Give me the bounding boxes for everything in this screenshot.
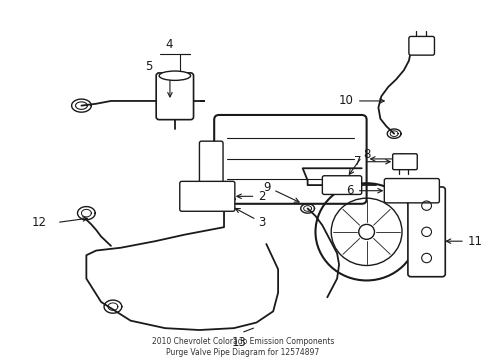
Text: 6: 6 bbox=[346, 184, 353, 197]
Text: 1: 1 bbox=[398, 152, 406, 165]
FancyBboxPatch shape bbox=[407, 187, 445, 277]
FancyBboxPatch shape bbox=[156, 73, 193, 120]
Text: 3: 3 bbox=[258, 216, 265, 229]
Text: 7: 7 bbox=[353, 155, 361, 168]
FancyBboxPatch shape bbox=[322, 176, 361, 194]
Text: 11: 11 bbox=[467, 235, 482, 248]
Text: 9: 9 bbox=[263, 181, 271, 194]
FancyBboxPatch shape bbox=[408, 36, 433, 55]
Text: 12: 12 bbox=[32, 216, 47, 229]
FancyBboxPatch shape bbox=[180, 181, 234, 211]
FancyBboxPatch shape bbox=[214, 115, 366, 204]
Text: 5: 5 bbox=[145, 60, 152, 73]
Text: 8: 8 bbox=[363, 148, 370, 161]
FancyBboxPatch shape bbox=[392, 154, 416, 170]
Text: 4: 4 bbox=[164, 39, 172, 51]
FancyBboxPatch shape bbox=[199, 141, 223, 182]
Text: 2010 Chevrolet Colorado Emission Components
Purge Valve Pipe Diagram for 1257489: 2010 Chevrolet Colorado Emission Compone… bbox=[151, 337, 333, 357]
Ellipse shape bbox=[159, 71, 190, 80]
Text: 10: 10 bbox=[338, 94, 353, 107]
Text: 2: 2 bbox=[258, 190, 265, 203]
FancyBboxPatch shape bbox=[384, 179, 439, 203]
Text: 13: 13 bbox=[231, 336, 246, 348]
